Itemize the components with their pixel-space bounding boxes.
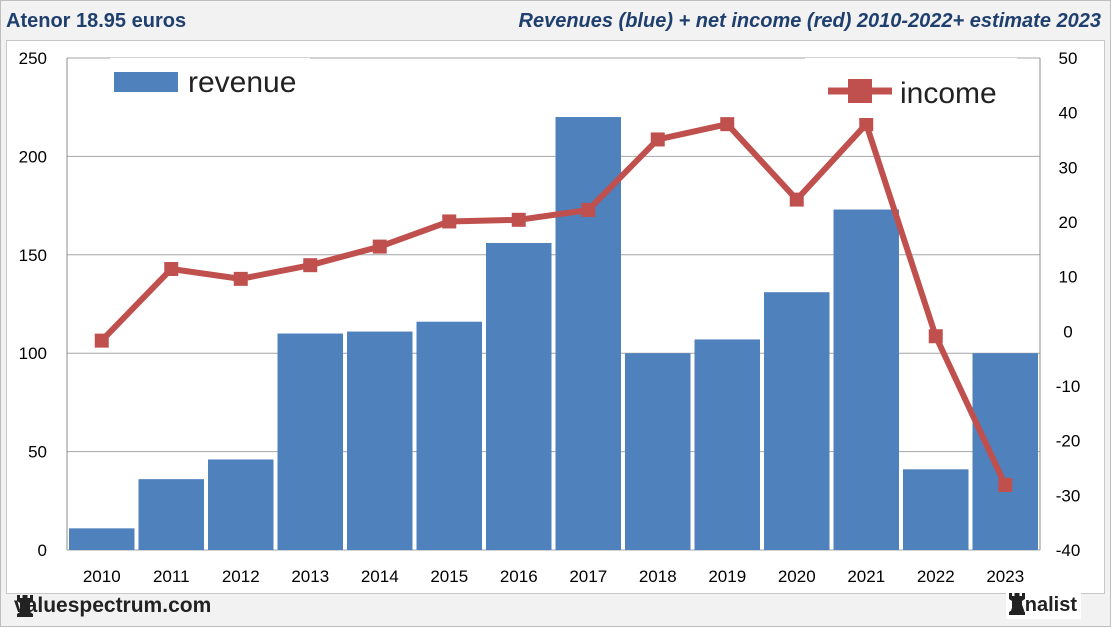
- income-line: [99, 121, 1008, 487]
- rook-icon: [17, 595, 33, 617]
- x-tick-label: 2015: [430, 567, 468, 586]
- right-tick-label: -30: [1056, 486, 1081, 505]
- x-tick-label: 2023: [986, 567, 1024, 586]
- right-tick-label: -10: [1056, 377, 1081, 396]
- left-tick-label: 100: [19, 344, 47, 363]
- rook-icon: [1009, 593, 1026, 615]
- legend-income-label: income: [900, 77, 997, 110]
- right-tick-label: -40: [1056, 541, 1081, 560]
- income-marker: [998, 477, 1013, 492]
- legend-income-marker: [848, 79, 872, 103]
- revenue-bar: [208, 459, 274, 550]
- right-tick-label: 20: [1059, 213, 1078, 232]
- income-marker: [442, 214, 457, 229]
- x-tick-label: 2018: [639, 567, 677, 586]
- left-tick-label: 0: [38, 541, 47, 560]
- left-tick-label: 150: [19, 246, 47, 265]
- income-marker: [720, 117, 735, 132]
- left-tick-label: 200: [19, 147, 47, 166]
- x-tick-label: 2021: [847, 567, 885, 586]
- right-tick-label: 10: [1059, 268, 1078, 287]
- x-tick-label: 2017: [569, 567, 607, 586]
- left-tick-label: 50: [28, 443, 47, 462]
- income-marker: [650, 132, 665, 147]
- x-tick-label: 2016: [500, 567, 538, 586]
- x-tick-label: 2020: [778, 567, 816, 586]
- income-marker: [164, 262, 179, 277]
- revenue-bar: [694, 339, 760, 550]
- income-marker: [581, 202, 596, 217]
- revenue-bar: [416, 321, 482, 550]
- revenue-bar: [972, 353, 1038, 550]
- x-tick-label: 2013: [291, 567, 329, 586]
- right-tick-label: 40: [1059, 104, 1078, 123]
- x-tick-label: 2019: [708, 567, 746, 586]
- revenue-bar: [555, 117, 621, 550]
- revenue-bar: [625, 353, 691, 550]
- x-tick-label: 2022: [917, 567, 955, 586]
- footer-site[interactable]: valuespectrum.com: [14, 594, 211, 618]
- revenue-bar: [486, 242, 552, 550]
- brand-label: Analist: [1010, 594, 1077, 616]
- income-marker: [372, 239, 387, 254]
- revenue-bar: [764, 292, 830, 550]
- right-tick-label: 0: [1063, 322, 1072, 341]
- income-marker: [928, 329, 943, 344]
- right-tick-label: -20: [1056, 432, 1081, 451]
- left-tick-label: 250: [19, 49, 47, 68]
- income-marker: [94, 333, 109, 348]
- x-tick-label: 2014: [361, 567, 399, 586]
- chart-title: Revenues (blue) + net income (red) 2010-…: [518, 10, 1102, 32]
- x-tick-label: 2010: [83, 567, 121, 586]
- revenue-bar: [833, 209, 899, 550]
- income-marker: [859, 117, 874, 132]
- income-marker: [303, 258, 318, 273]
- revenue-bar: [903, 469, 969, 550]
- revenue-bar: [277, 333, 343, 550]
- legend-revenue-label: revenue: [188, 66, 296, 99]
- footer-brand[interactable]: Analist: [1006, 592, 1081, 619]
- right-tick-label: 50: [1059, 49, 1078, 68]
- revenue-bar: [347, 331, 413, 550]
- site-label: valuespectrum.com: [14, 594, 212, 617]
- right-tick-label: 30: [1059, 158, 1078, 177]
- x-tick-label: 2012: [222, 567, 260, 586]
- income-marker: [789, 192, 804, 207]
- income-marker: [511, 212, 526, 227]
- revenue-bar: [69, 528, 135, 550]
- stock-title: Atenor 18.95 euros: [6, 10, 187, 32]
- income-marker: [233, 271, 248, 286]
- revenue-bar: [138, 479, 204, 550]
- legend-revenue-swatch: [114, 72, 178, 92]
- x-tick-label: 2011: [153, 567, 190, 586]
